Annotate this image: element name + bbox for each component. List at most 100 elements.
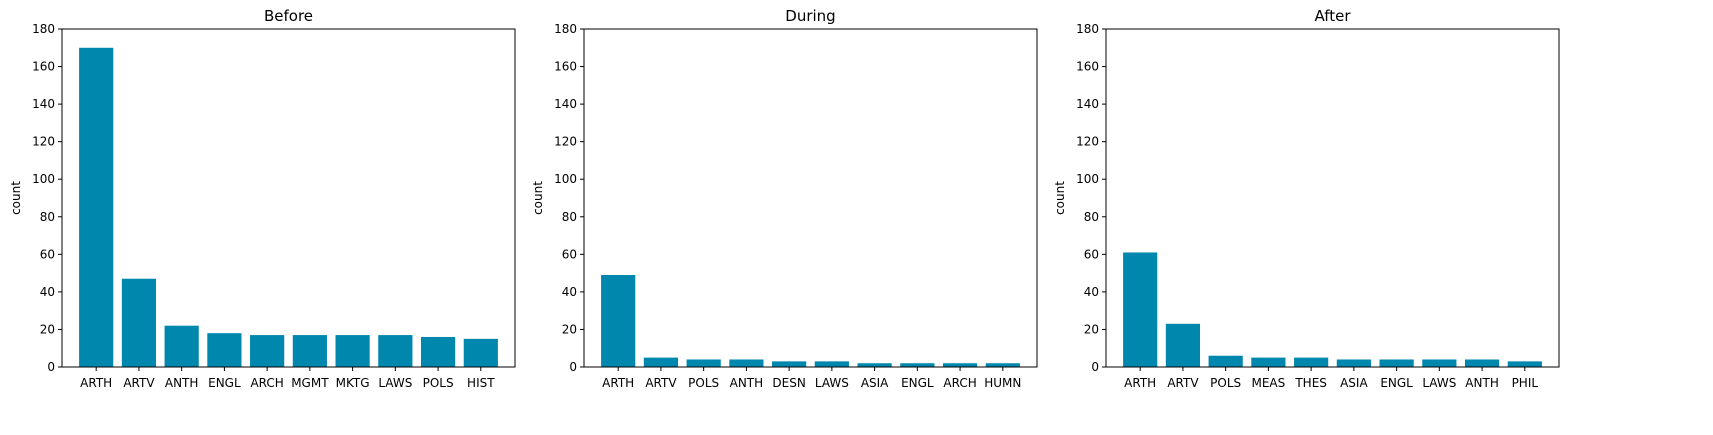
bar-arch bbox=[942, 363, 978, 367]
y-tick-label: 80 bbox=[40, 210, 55, 224]
y-tick-label: 20 bbox=[40, 322, 55, 336]
chart-title: During bbox=[785, 7, 835, 25]
bar-thes bbox=[1294, 357, 1329, 367]
y-tick-label: 140 bbox=[32, 97, 55, 111]
x-tick-label-arch: ARCH bbox=[943, 376, 976, 390]
x-tick-label-anth: ANTH bbox=[1465, 376, 1499, 390]
y-tick-label: 20 bbox=[562, 322, 577, 336]
bar-engl bbox=[207, 333, 242, 367]
y-tick-label: 160 bbox=[554, 60, 577, 74]
bar-arth bbox=[601, 274, 636, 367]
chart-panel-after: 0 20 40 60 80 100 120 140 160 180 ARTH ARTV POLS MEAS… bbox=[1053, 7, 1560, 390]
bar-artv bbox=[1165, 323, 1201, 367]
y-tick-label: 120 bbox=[1076, 135, 1099, 149]
x-tick-label-arth: ARTH bbox=[602, 376, 634, 390]
x-tick-label-thes: THES bbox=[1294, 376, 1327, 390]
bar-laws bbox=[1422, 359, 1457, 367]
plot-frame bbox=[583, 28, 1038, 368]
y-tick-label: 60 bbox=[40, 247, 55, 261]
x-tick-label-artv: ARTV bbox=[645, 376, 677, 390]
bar-engl bbox=[1379, 359, 1414, 367]
y-tick-label: 40 bbox=[1084, 285, 1099, 299]
y-tick-label: 140 bbox=[554, 97, 577, 111]
x-tick-label-meas: MEAS bbox=[1252, 376, 1286, 390]
bar-laws bbox=[378, 335, 413, 367]
x-tick-label-artv: ARTV bbox=[1167, 376, 1199, 390]
x-tick-label-anth: ANTH bbox=[165, 376, 199, 390]
y-tick-label: 60 bbox=[1084, 247, 1099, 261]
bar-pols bbox=[420, 336, 456, 367]
x-tick-label-arth: ARTH bbox=[80, 376, 112, 390]
y-tick-label: 160 bbox=[1076, 60, 1099, 74]
chart-panel-during: 0 20 40 60 80 100 120 140 160 180 ARTH ARTV POLS ANTH… bbox=[531, 7, 1038, 390]
plot-frame bbox=[1105, 28, 1560, 368]
y-axis-label: count bbox=[1053, 181, 1067, 215]
bar-pols bbox=[686, 359, 721, 367]
bar-arch bbox=[250, 335, 285, 367]
y-tick-label: 160 bbox=[32, 60, 55, 74]
y-tick-label: 180 bbox=[32, 22, 55, 36]
chart-title: Before bbox=[264, 7, 313, 25]
y-tick-label: 60 bbox=[562, 247, 577, 261]
bar-asia bbox=[1336, 359, 1371, 367]
x-tick-label-humn: HUMN bbox=[984, 376, 1021, 390]
y-tick-label: 120 bbox=[32, 135, 55, 149]
bar-humn bbox=[985, 363, 1020, 367]
y-tick-label: 120 bbox=[554, 135, 577, 149]
bar-meas bbox=[1251, 357, 1286, 367]
x-tick-label-pols: POLS bbox=[423, 376, 454, 390]
y-tick-label: 40 bbox=[40, 285, 55, 299]
plot-frame bbox=[61, 28, 516, 368]
x-tick-label-arth: ARTH bbox=[1124, 376, 1156, 390]
y-axis-label: count bbox=[531, 181, 545, 215]
y-tick-label: 180 bbox=[1076, 22, 1099, 36]
chart-panel-before: 0 20 40 60 80 100 120 140 160 180 ARTH ARTV ANTH ENGL… bbox=[9, 7, 516, 390]
x-tick-label-desn: DESN bbox=[772, 376, 805, 390]
x-tick-label-laws: LAWS bbox=[815, 376, 849, 390]
x-tick-label-engl: ENGL bbox=[901, 376, 934, 390]
x-tick-label-asia: ASIA bbox=[1340, 376, 1368, 390]
y-tick-label: 40 bbox=[562, 285, 577, 299]
bar-arth bbox=[1123, 252, 1158, 367]
x-tick-label-anth: ANTH bbox=[730, 376, 764, 390]
bar-artv bbox=[121, 278, 157, 367]
chart-title: After bbox=[1314, 7, 1351, 25]
bar-engl bbox=[900, 363, 935, 367]
y-tick-label: 0 bbox=[1091, 360, 1099, 374]
y-tick-label: 0 bbox=[47, 360, 55, 374]
x-tick-label-mktg: MKTG bbox=[336, 376, 370, 390]
bar-anth bbox=[729, 359, 764, 367]
x-tick-label-laws: LAWS bbox=[378, 376, 412, 390]
y-axis-label: count bbox=[9, 181, 23, 215]
bar-pols bbox=[1208, 355, 1243, 367]
bar-phil bbox=[1507, 361, 1542, 367]
x-tick-label-arch: ARCH bbox=[250, 376, 283, 390]
x-tick-label-laws: LAWS bbox=[1422, 376, 1456, 390]
x-tick-label-mgmt: MGMT bbox=[291, 376, 329, 390]
x-tick-label-artv: ARTV bbox=[123, 376, 155, 390]
bar-arth bbox=[79, 47, 114, 367]
x-tick-label-hist: HIST bbox=[467, 376, 495, 390]
bar-hist bbox=[463, 338, 498, 367]
bar-laws bbox=[814, 361, 849, 367]
y-tick-label: 100 bbox=[554, 172, 577, 186]
y-tick-label: 20 bbox=[1084, 322, 1099, 336]
bar-anth bbox=[1464, 359, 1500, 367]
bar-mgmt bbox=[292, 335, 327, 367]
y-tick-label: 80 bbox=[562, 210, 577, 224]
y-tick-label: 100 bbox=[1076, 172, 1099, 186]
bar-artv bbox=[643, 357, 679, 367]
y-tick-label: 0 bbox=[569, 360, 577, 374]
bar-asia bbox=[857, 363, 892, 367]
bar-anth bbox=[164, 325, 199, 367]
x-tick-label-pols: POLS bbox=[1210, 376, 1241, 390]
x-tick-label-engl: ENGL bbox=[1380, 376, 1413, 390]
x-tick-label-engl: ENGL bbox=[208, 376, 241, 390]
x-tick-label-asia: ASIA bbox=[861, 376, 889, 390]
y-tick-label: 80 bbox=[1084, 210, 1099, 224]
y-tick-label: 140 bbox=[1076, 97, 1099, 111]
y-tick-label: 100 bbox=[32, 172, 55, 186]
bar-desn bbox=[772, 361, 807, 367]
y-tick-label: 180 bbox=[554, 22, 577, 36]
